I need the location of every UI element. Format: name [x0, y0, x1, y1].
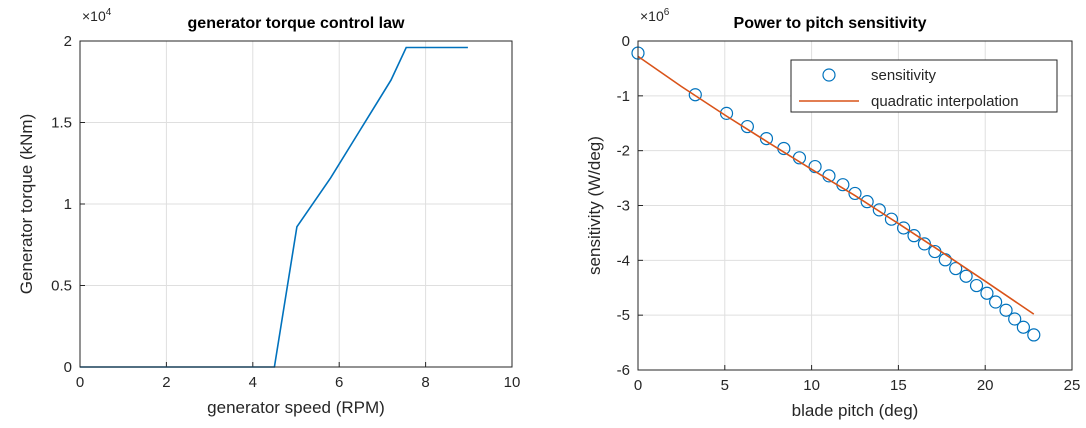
y-tick-label: -2: [617, 143, 630, 160]
x-tick-label: 10: [504, 374, 521, 391]
legend-label: sensitivity: [871, 67, 937, 84]
chart-0: 0 2 4 6 8 10 0 0.5 1 1.5 2 ×104 generator torque con…: [17, 7, 520, 417]
data-point: [848, 186, 862, 201]
data-point: [1016, 320, 1030, 334]
x-tick-label: 2: [162, 374, 170, 391]
data-point: [860, 195, 874, 209]
legend: sensitivity quadratic interpolation: [790, 59, 1058, 113]
data-point: [897, 221, 911, 235]
y-tick-label: -3: [617, 198, 630, 215]
legend-box: [790, 59, 1058, 113]
legend-label: quadratic interpolation: [871, 93, 1019, 110]
y-tick-label: 0.5: [51, 278, 72, 295]
data-point: [980, 286, 994, 300]
data-point: [719, 106, 734, 120]
x-tick-label: 20: [977, 377, 994, 394]
x-tick-label: 8: [421, 374, 429, 391]
y-axis-label: sensitivity (W/deg): [585, 136, 604, 275]
data-point: [989, 295, 1003, 309]
data-point: [907, 229, 921, 243]
x-tick-label: 25: [1064, 377, 1081, 394]
data-point: [959, 269, 973, 283]
x-tick-label: 6: [335, 374, 343, 391]
data-point: [688, 88, 702, 102]
x-axis-label: blade pitch (deg): [792, 401, 919, 420]
chart-1: 0 5 10 15 20 25 -6 -5 -4 -3 -2 -1 0 ×106 Power to pitc…: [585, 7, 1080, 420]
y-axis-label: Generator torque (kNm): [17, 114, 36, 294]
y-multiplier: ×104: [82, 7, 112, 24]
x-tick-label: 15: [890, 377, 907, 394]
y-tick-label: 0: [64, 359, 72, 376]
data-point: [759, 132, 774, 146]
x-axis-label: generator speed (RPM): [207, 398, 385, 417]
data-point: [1027, 328, 1041, 342]
data-point: [872, 203, 886, 217]
data-point: [949, 261, 963, 276]
y-multiplier: ×106: [640, 7, 670, 24]
x-tick-label: 5: [721, 377, 729, 394]
x-tick-label: 0: [634, 377, 642, 394]
data-point: [999, 303, 1013, 317]
y-tick-label: 0: [622, 33, 630, 50]
chart-title: Power to pitch sensitivity: [734, 15, 927, 32]
legend-marker: [822, 68, 836, 82]
y-tick-label: 1: [64, 196, 72, 213]
y-tick-label: -4: [617, 252, 630, 269]
y-tick-label: -6: [617, 362, 630, 379]
series-line: [80, 46, 468, 368]
data-point: [884, 212, 899, 226]
axes-frame: [637, 40, 1073, 371]
y-tick-label: 2: [64, 33, 72, 50]
data-point: [740, 119, 754, 134]
series-line: [637, 55, 1035, 315]
y-tick-label: -1: [617, 88, 630, 105]
x-tick-label: 10: [803, 377, 820, 394]
chart-title: generator torque control law: [188, 15, 405, 32]
x-tick-label: 0: [76, 374, 84, 391]
data-point: [808, 159, 822, 174]
axes-frame: [79, 40, 513, 368]
x-tick-label: 4: [249, 374, 257, 391]
data-point: [969, 278, 984, 293]
y-tick-label: -5: [617, 307, 630, 324]
data-point: [1008, 312, 1022, 326]
y-tick-label: 1.5: [51, 115, 72, 132]
